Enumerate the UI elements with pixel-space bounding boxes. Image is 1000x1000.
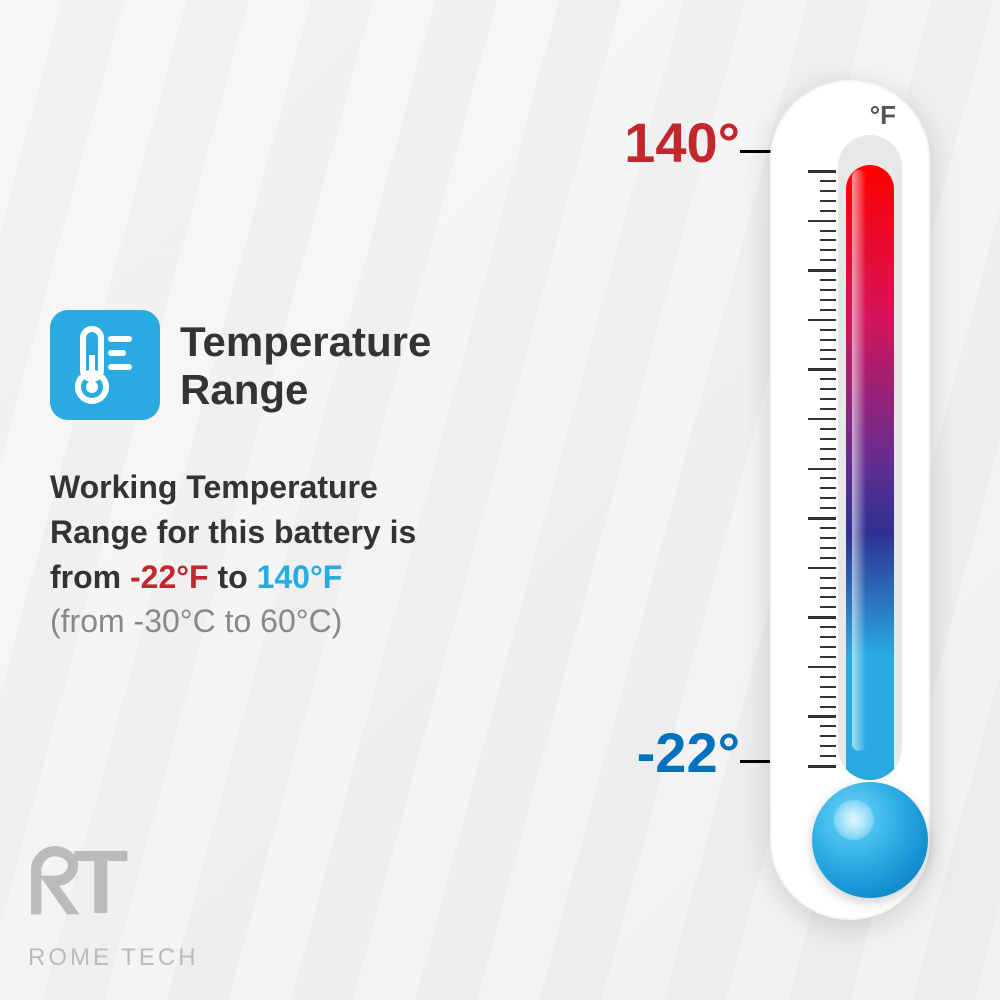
thermometer-tube xyxy=(838,135,902,780)
tick-minor xyxy=(820,646,836,648)
tick-minor xyxy=(820,448,836,450)
thermometer-bulb xyxy=(812,782,928,898)
tick-minor xyxy=(820,477,836,479)
tick-major xyxy=(808,368,836,371)
tick-minor xyxy=(820,596,836,598)
tube-shine xyxy=(852,170,866,751)
thermometer: °F xyxy=(750,80,950,920)
tick-minor xyxy=(820,388,836,390)
tick-minor xyxy=(820,249,836,251)
tick-minor xyxy=(820,438,836,440)
tick-major xyxy=(808,666,836,669)
tick-major xyxy=(808,616,836,619)
tick-minor xyxy=(820,210,836,212)
tick-minor xyxy=(820,408,836,410)
svg-text:ᖇT: ᖇT xyxy=(28,843,128,933)
tick-major xyxy=(808,567,836,570)
tick-major xyxy=(808,517,836,520)
tick-major xyxy=(808,319,836,322)
tick-minor xyxy=(820,557,836,559)
tick-minor xyxy=(820,497,836,499)
infographic-content: Temperature Range Working Temperature Ra… xyxy=(0,0,1000,1000)
low-temp-f: -22°F xyxy=(130,559,209,595)
tick-major xyxy=(808,715,836,718)
low-temp-label: -22° xyxy=(637,720,740,785)
tick-minor xyxy=(820,349,836,351)
tick-minor xyxy=(820,329,836,331)
tick-minor xyxy=(820,527,836,529)
tick-minor xyxy=(820,745,836,747)
info-panel: Temperature Range Working Temperature Ra… xyxy=(50,310,550,644)
tick-minor xyxy=(820,656,836,658)
logo-mark-icon: ᖇT xyxy=(28,843,168,933)
tick-minor xyxy=(820,696,836,698)
high-temp-f: 140°F xyxy=(257,559,343,595)
tick-minor xyxy=(820,735,836,737)
tick-minor xyxy=(820,279,836,281)
tick-minor xyxy=(820,339,836,341)
bulb-shine xyxy=(834,800,874,840)
tick-major xyxy=(808,418,836,421)
tick-major xyxy=(808,170,836,173)
tick-minor xyxy=(820,626,836,628)
tick-minor xyxy=(820,428,836,430)
tick-minor xyxy=(820,458,836,460)
tick-minor xyxy=(820,309,836,311)
tick-minor xyxy=(820,587,836,589)
tick-minor xyxy=(820,676,836,678)
unit-label: °F xyxy=(870,100,896,131)
brand-logo: ᖇT ROME TECH xyxy=(28,843,199,972)
tick-minor xyxy=(820,398,836,400)
tick-minor xyxy=(820,507,836,509)
tick-minor xyxy=(820,230,836,232)
tick-minor xyxy=(820,289,836,291)
tick-minor xyxy=(820,725,836,727)
tick-major xyxy=(808,269,836,272)
tick-minor xyxy=(820,190,836,192)
tick-minor xyxy=(820,299,836,301)
tick-marks xyxy=(806,170,836,765)
desc-line2: Range for this battery is xyxy=(50,514,416,550)
desc-line1: Working Temperature xyxy=(50,469,378,505)
tick-minor xyxy=(820,706,836,708)
logo-text: ROME TECH xyxy=(28,944,199,972)
thermometer-icon-box xyxy=(50,310,160,420)
tick-minor xyxy=(820,200,836,202)
tick-minor xyxy=(820,487,836,489)
tick-minor xyxy=(820,686,836,688)
tick-minor xyxy=(820,239,836,241)
tick-major xyxy=(808,468,836,471)
thermometer-icon xyxy=(73,325,137,405)
tick-minor xyxy=(820,537,836,539)
tick-major xyxy=(808,220,836,223)
description: Working Temperature Range for this batte… xyxy=(50,420,550,644)
tick-minor xyxy=(820,755,836,757)
tick-major xyxy=(808,765,836,768)
tick-minor xyxy=(820,547,836,549)
tick-minor xyxy=(820,606,836,608)
tick-minor xyxy=(820,378,836,380)
desc-mid: to xyxy=(209,559,257,595)
high-temp-label: 140° xyxy=(624,110,740,175)
tick-minor xyxy=(820,259,836,261)
tick-minor xyxy=(820,358,836,360)
desc-prefix: from xyxy=(50,559,130,595)
tick-minor xyxy=(820,636,836,638)
thermometer-body: °F xyxy=(770,80,930,920)
tick-minor xyxy=(820,180,836,182)
celsius-range: (from -30°C to 60°C) xyxy=(50,603,342,639)
tick-minor xyxy=(820,577,836,579)
